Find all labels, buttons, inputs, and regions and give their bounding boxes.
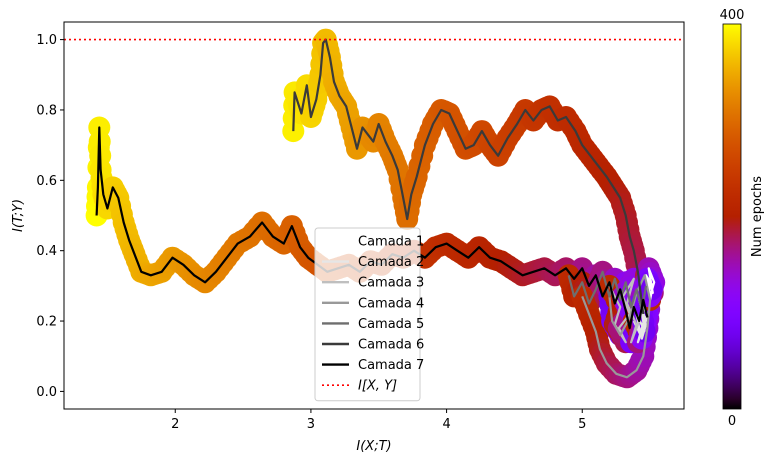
x-tick-label: 4 [442,417,450,432]
y-tick-label: 0.8 [36,103,57,118]
legend-item: I[X, Y] [322,379,397,394]
legend-label: Camada 6 [358,338,424,353]
y-tick-label: 0.2 [36,315,57,330]
legend-item: Camada 4 [322,296,424,311]
y-tick-label: 0.0 [36,385,57,400]
y-tick-label: 0.6 [36,174,57,189]
colorbar-gradient [722,23,742,410]
legend-label: Camada 5 [358,317,424,332]
legend-item: Camada 1 [322,235,424,250]
legend-label: I[X, Y] [358,379,397,394]
legend: Camada 1 Camada 2 Camada 3 Camada 4 Camada 5… [314,227,424,402]
legend-item: Camada 5 [322,317,424,332]
legend-item: Camada 6 [322,338,424,353]
axes: 2 3 4 5 0.0 0.2 0.4 0.6 0.8 1.0 I(X;T) I(T;Y) [11,21,685,454]
legend-item: Camada 2 [322,255,424,270]
colorbar-max-label: 400 [720,8,745,23]
colorbar: 400 0 Num epochs [720,8,765,429]
legend-label: Camada 3 [358,276,424,291]
y-tick-label: 1.0 [36,33,57,48]
axes-frame [63,21,685,410]
colorbar-label: Num epochs [750,176,765,257]
legend-label: Camada 4 [358,296,424,311]
x-tick-label: 2 [171,417,179,432]
y-axis-label: I(T;Y) [11,199,26,232]
legend-label: Camada 7 [358,358,424,373]
series-line-camada-5 [567,270,648,312]
series-line-camada-4 [581,274,652,379]
legend-box [314,227,421,402]
x-tick-label: 3 [307,417,315,432]
legend-item: Camada 3 [322,276,424,291]
series-line-camada-6 [292,38,645,315]
x-axis-label: I(X;T) [356,439,391,454]
series-line-camada-3 [608,277,641,344]
legend-label: Camada 2 [358,255,424,270]
legend-item: Camada 7 [322,358,424,373]
colorbar-min-label: 0 [728,414,736,429]
legend-label: Camada 1 [358,235,424,250]
series-line-camada-1 [644,267,656,301]
x-tick-label: 5 [578,417,586,432]
y-tick-label: 0.4 [36,244,57,259]
